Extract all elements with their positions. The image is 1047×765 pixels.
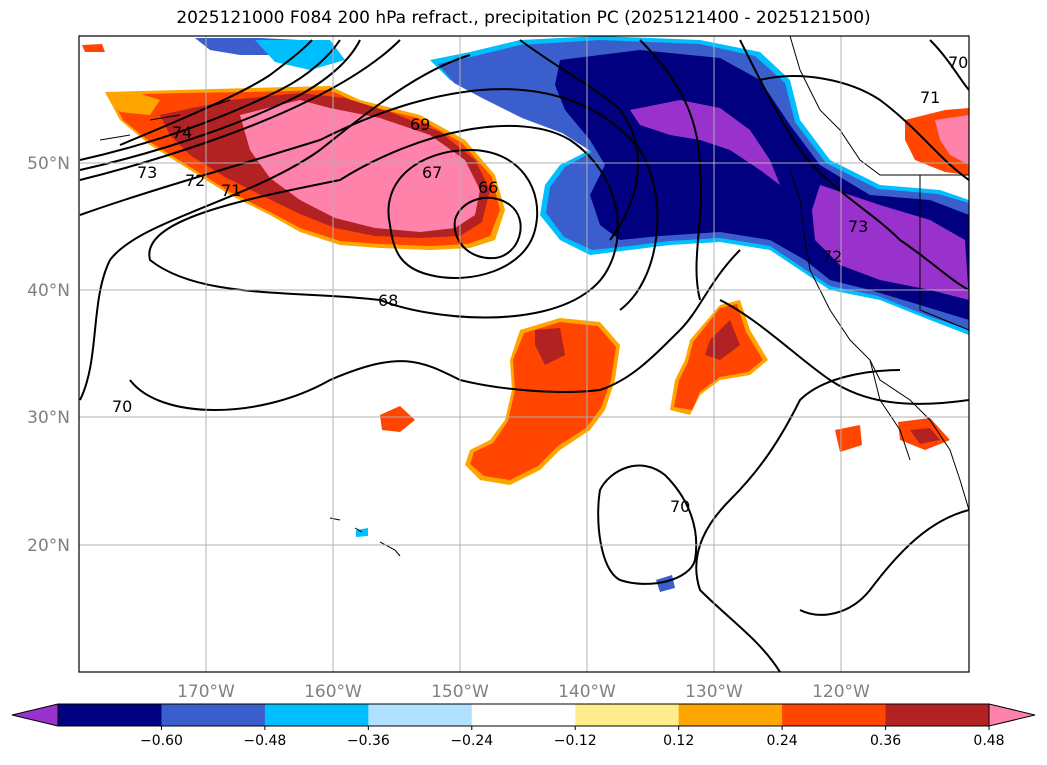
lon-label: 160°W (304, 682, 362, 702)
lat-label: 50°N (27, 154, 70, 174)
contour-67 (387, 148, 539, 279)
colorbar-segment (782, 704, 887, 726)
contour-label: 67 (422, 163, 442, 182)
colorbar-extend-left (12, 704, 58, 726)
colorbar-frame (57, 703, 990, 727)
colorbar-tick-label: 0.48 (973, 733, 1004, 749)
contour-69 (79, 88, 659, 311)
contour-north-1 (519, 39, 640, 241)
contour-66 (453, 196, 522, 260)
colorbar-tick-label: 0.12 (663, 733, 694, 749)
gridlines (79, 36, 969, 672)
colorbar-segment (368, 704, 473, 726)
colorbar-segment (885, 704, 990, 726)
contour-label: 73 (137, 163, 157, 182)
contour-label: 74 (172, 123, 192, 142)
contour-label: 68 (378, 291, 398, 310)
contour-label: 66 (478, 178, 498, 197)
contour-east-2 (759, 75, 969, 181)
lon-label: 150°W (431, 682, 489, 702)
lon-label: 130°W (685, 682, 743, 702)
colorbar-segment (575, 704, 680, 726)
colorbar-segment (264, 704, 369, 726)
contour-north-2 (639, 39, 703, 301)
contour-label: 70 (670, 497, 690, 516)
lon-label: 170°W (177, 682, 235, 702)
colorbar-tick-label: −0.48 (243, 733, 286, 749)
colorbar-tick-label: −0.12 (554, 733, 597, 749)
contour-72 (79, 39, 361, 171)
colorbar-segment (471, 704, 576, 726)
colorbar-segment (161, 704, 266, 726)
contour-label: 71 (920, 88, 940, 107)
colorbar-segment (678, 704, 783, 726)
contour-70 (79, 54, 471, 401)
contour-bottom (695, 369, 901, 672)
colorbar-tick-label: −0.24 (450, 733, 493, 749)
contour-south-east (719, 299, 969, 405)
longitude-labels: 170°W 160°W 150°W 140°W 130°W 120°W (177, 682, 870, 702)
contour-73 (79, 39, 341, 161)
contour-label-group: 74 73 72 71 69 67 66 68 70 70 71 70 73 7… (112, 53, 968, 516)
lon-label: 120°W (812, 682, 870, 702)
map-title: 2025121000 F084 200 hPa refract., precip… (176, 8, 871, 28)
colorbar-tick-label: −0.60 (140, 733, 183, 749)
contour-68 (148, 124, 619, 319)
lat-label: 30°N (27, 408, 70, 428)
lon-label: 140°W (558, 682, 616, 702)
lat-label: 40°N (27, 281, 70, 301)
latitude-labels: 50°N 40°N 30°N 20°N (27, 154, 70, 556)
contour-label: 69 (410, 115, 430, 134)
contour-label: 73 (848, 217, 868, 236)
map-frame (78, 35, 970, 673)
colorbar: −0.60 −0.48 −0.36 −0.24 −0.12 0.12 0.24 0.36 0.4… (11, 703, 1036, 749)
contour-70-loop (597, 464, 698, 585)
colorbar-segment (58, 704, 162, 726)
colorbar-extend-right (989, 704, 1035, 726)
colorbar-tick-label: 0.24 (767, 733, 798, 749)
contour-74 (119, 39, 313, 146)
contour-label: 72 (185, 171, 205, 190)
contour-label: 70 (112, 397, 132, 416)
lat-label: 20°N (27, 536, 70, 556)
contour-label: 70 (948, 53, 968, 72)
contour-label: 72 (822, 247, 842, 266)
contour-bottom-right (799, 509, 969, 616)
contour-east-3 (929, 39, 969, 91)
colorbar-tick-label: 0.36 (870, 733, 901, 749)
colorbar-tick-label: −0.36 (347, 733, 390, 749)
contour-70-south (129, 249, 741, 411)
contour-label: 71 (221, 181, 241, 200)
shaded-fields (82, 36, 969, 592)
